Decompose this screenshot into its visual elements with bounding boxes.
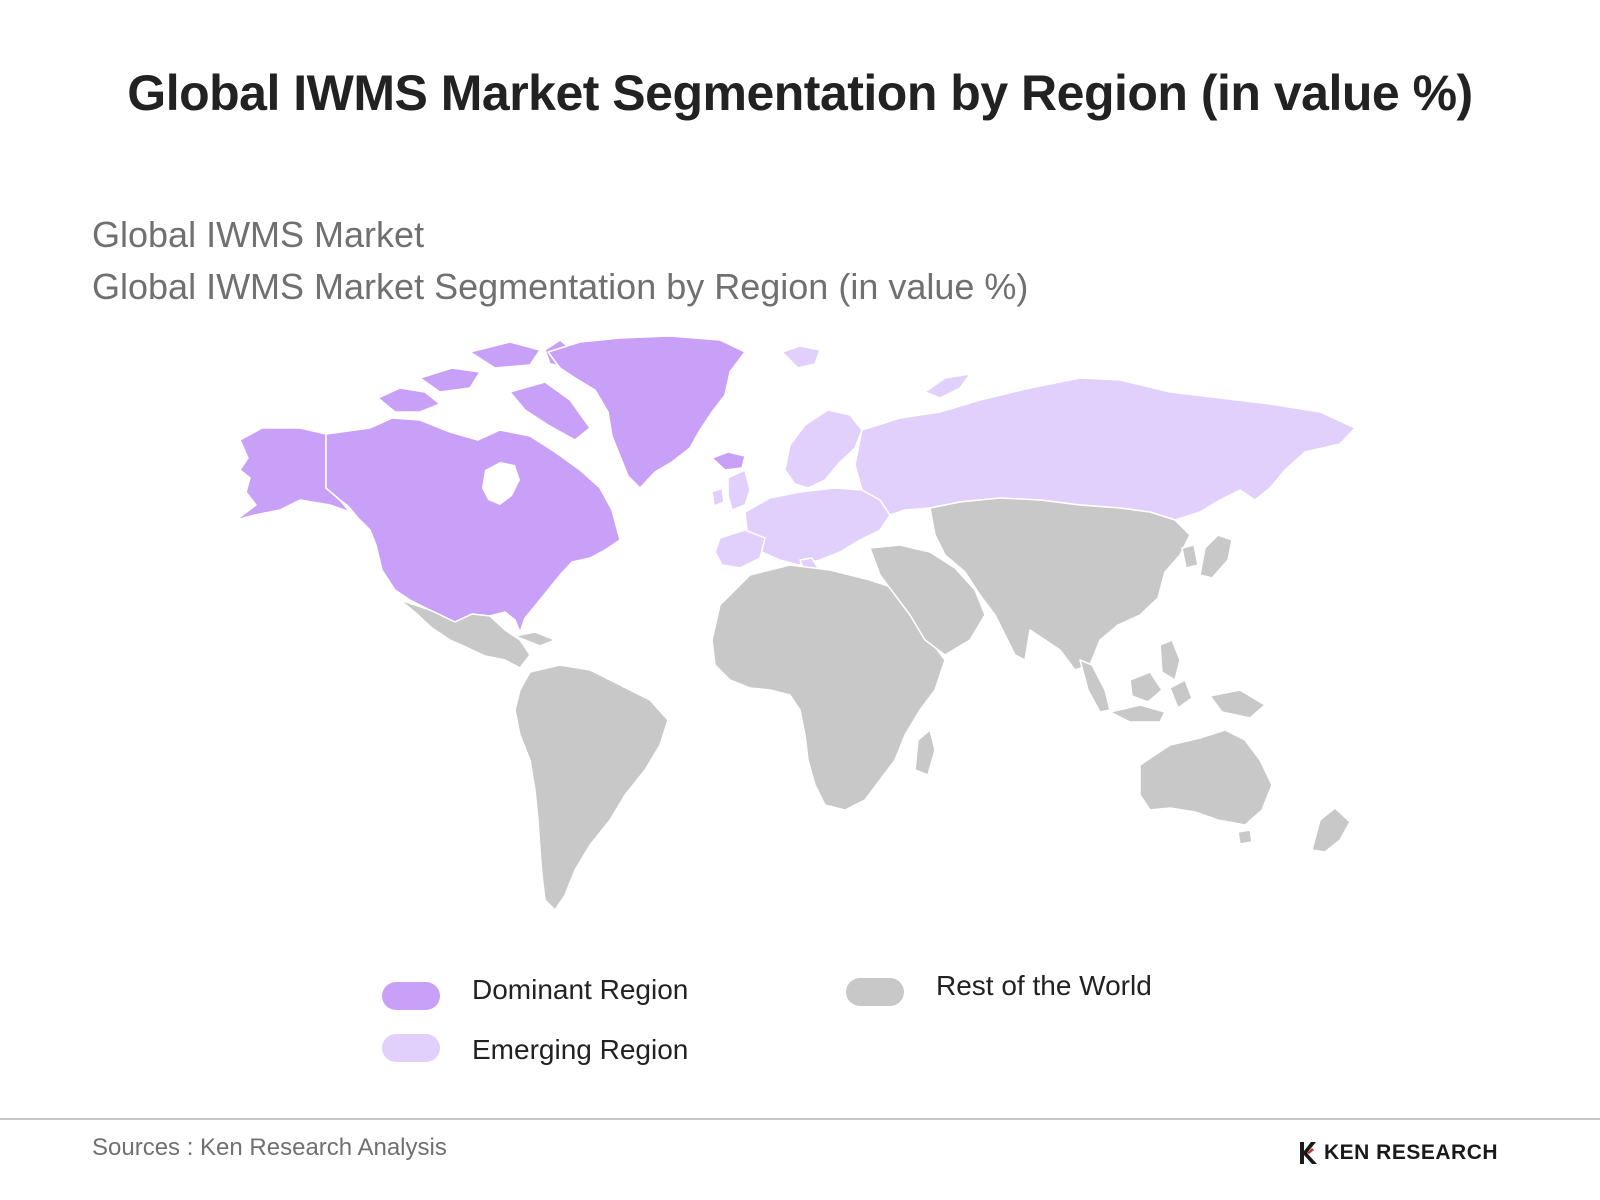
europe-mainland-shape (744, 487, 891, 566)
australia-shape (1139, 729, 1273, 826)
madagascar-shape (914, 729, 936, 776)
page-title: Global IWMS Market Segmentation by Regio… (127, 65, 1473, 121)
scandinavia-shape (784, 409, 863, 489)
iberia-shape (714, 529, 766, 569)
legend-label-rest: Rest of the World (936, 970, 1152, 1001)
arctic-islands-shape-2 (419, 367, 481, 393)
footer-divider (0, 1118, 1600, 1120)
indonesia-shape-3 (1169, 679, 1193, 709)
russia-shape (854, 377, 1356, 521)
japan-shape (1199, 534, 1233, 579)
new-guinea-shape (1209, 689, 1266, 719)
middle-east-shape (869, 544, 986, 656)
north-america-shape (325, 417, 621, 633)
legend-swatch-dominant (382, 982, 440, 1010)
mexico-shape (399, 599, 531, 669)
region-rest (399, 497, 1351, 911)
new-zealand-shape (1311, 807, 1351, 853)
indonesia-shape-1 (1109, 704, 1166, 723)
legend-label-dominant: Dominant Region (472, 974, 689, 1005)
indonesia-shape-2 (1129, 671, 1163, 703)
novaya-zemlya-shape (924, 373, 971, 399)
philippines-shape (1159, 639, 1181, 681)
ken-research-logo-icon (1300, 1142, 1317, 1164)
hudson-bay-shape (482, 462, 520, 505)
iceland-shape (711, 451, 746, 471)
arctic-islands-shape-3 (469, 341, 541, 369)
ireland-shape (711, 487, 725, 507)
malay-peninsula-shape (1079, 659, 1111, 713)
greenland-shape (547, 335, 746, 489)
subtitle-line-1: Global IWMS Market (92, 214, 425, 255)
africa-shape (711, 564, 946, 811)
korea-shape (1181, 544, 1199, 569)
legend-label-emerging: Emerging Region (472, 1034, 689, 1065)
subtitle-line-2: Global IWMS Market Segmentation by Regio… (92, 266, 1029, 307)
arctic-islands-shape (377, 387, 441, 413)
svalbard-shape (781, 345, 821, 369)
south-america-shape (514, 664, 669, 911)
legend-swatch-emerging (382, 1034, 440, 1062)
ken-research-logo: KEN RESEARCH (1298, 1136, 1498, 1170)
region-dominant (235, 335, 746, 633)
alaska-shape (235, 427, 351, 521)
asia-shape (929, 497, 1191, 671)
legend-swatch-rest (846, 978, 904, 1006)
region-emerging (711, 345, 1356, 597)
tasmania-shape (1237, 829, 1253, 845)
sources-text: Sources : Ken Research Analysis (92, 1134, 447, 1161)
baffin-island-shape (509, 381, 591, 441)
caribbean-shape (514, 631, 556, 647)
uk-shape (727, 469, 751, 511)
ken-research-logo-text: KEN RESEARCH (1324, 1141, 1499, 1164)
